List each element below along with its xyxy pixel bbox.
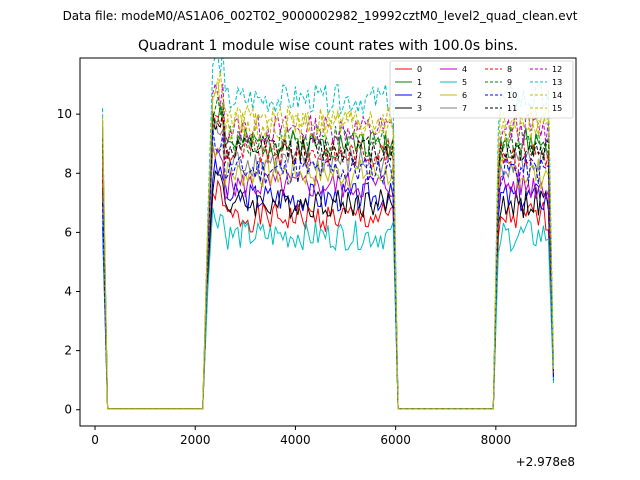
legend-label-11: 11 <box>507 104 517 113</box>
legend-label-6: 6 <box>462 91 467 100</box>
x-tick-label: 2000 <box>180 433 211 447</box>
y-axis: 0 2 4 6 8 10 <box>57 107 80 417</box>
legend-label-7: 7 <box>462 104 467 113</box>
y-tick-label: 6 <box>64 225 72 239</box>
y-tick-label: 0 <box>64 403 72 417</box>
x-offset-label: +2.978e8 <box>516 455 575 469</box>
legend-label-10: 10 <box>507 91 517 100</box>
legend-label-8: 8 <box>507 65 512 74</box>
axes-frame <box>79 57 577 427</box>
y-tick-label: 10 <box>57 107 72 121</box>
chart-title: Quadrant 1 module wise count rates with … <box>138 38 518 54</box>
y-tick-label: 4 <box>64 285 72 299</box>
legend-label-14: 14 <box>552 91 562 100</box>
legend-label-1: 1 <box>417 78 422 87</box>
legend-label-3: 3 <box>417 104 422 113</box>
legend-box <box>389 60 574 119</box>
x-tick-label: 4000 <box>280 433 311 447</box>
y-tick-label: 8 <box>64 166 72 180</box>
x-tick-label: 0 <box>91 433 99 447</box>
series-layer <box>102 58 554 410</box>
series-line-14 <box>102 78 554 410</box>
legend-label-0: 0 <box>417 65 422 74</box>
x-tick-label: 6000 <box>380 433 411 447</box>
x-tick-label: 8000 <box>481 433 512 447</box>
legend-label-13: 13 <box>552 78 562 87</box>
legend-label-12: 12 <box>552 65 562 74</box>
x-axis: 0 2000 4000 6000 8000 <box>91 426 511 447</box>
legend-label-15: 15 <box>552 104 562 113</box>
series-line-15 <box>102 71 554 410</box>
legend-label-5: 5 <box>462 78 467 87</box>
legend-label-4: 4 <box>462 65 467 74</box>
y-tick-label: 2 <box>64 344 72 358</box>
suptitle: Data file: modeM0/AS1A06_002T02_90000029… <box>63 9 578 23</box>
legend-label-9: 9 <box>507 78 512 87</box>
legend-label-2: 2 <box>417 91 422 100</box>
